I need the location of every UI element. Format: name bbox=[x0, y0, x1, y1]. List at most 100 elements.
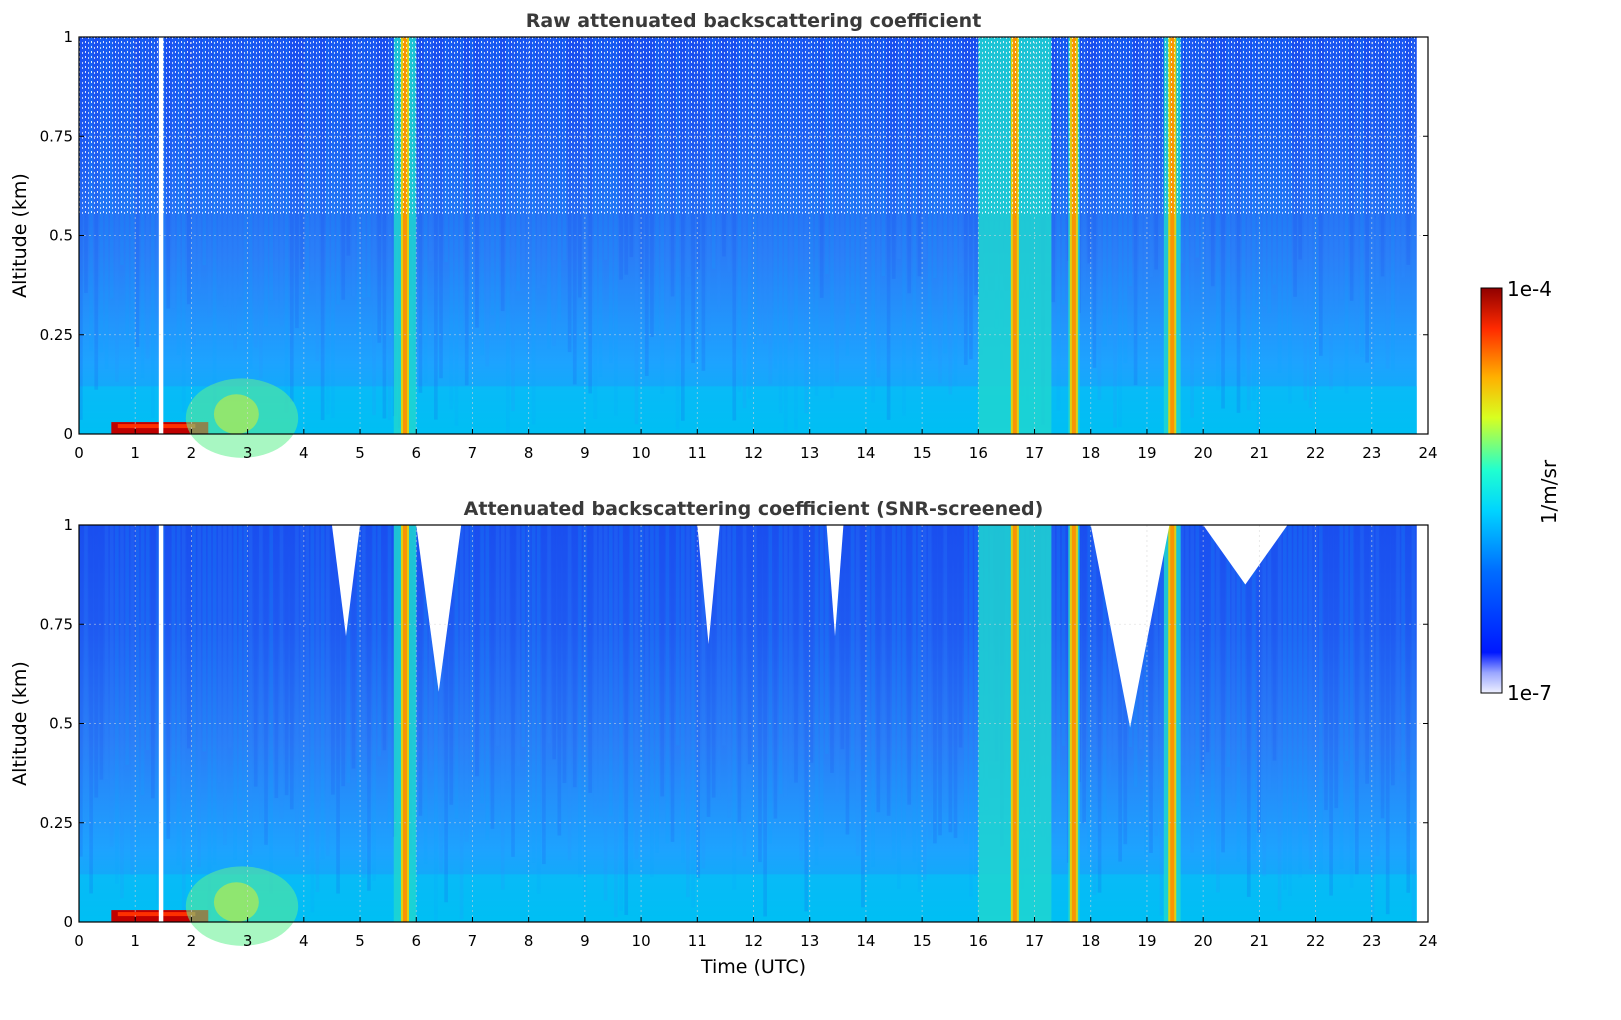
heatmap-column bbox=[778, 525, 783, 795]
heatmap-column bbox=[511, 37, 515, 412]
x-tick-label: 0 bbox=[74, 444, 84, 462]
heatmap-column bbox=[732, 37, 737, 421]
heatmap-column bbox=[886, 37, 891, 420]
heatmap-column bbox=[732, 525, 737, 890]
heatmap-column bbox=[722, 525, 726, 746]
colorbar: 1e-4 1e-7 1/m/sr bbox=[1480, 277, 1561, 705]
heatmap-column bbox=[315, 525, 320, 893]
heatmap-column bbox=[763, 525, 767, 917]
heatmap-column bbox=[1313, 525, 1318, 775]
heatmap-column bbox=[192, 525, 196, 836]
heatmap-column bbox=[680, 525, 685, 863]
heatmap-column bbox=[871, 37, 875, 403]
heatmap-column bbox=[619, 525, 623, 911]
heatmap-column bbox=[94, 525, 99, 798]
heatmap-column bbox=[711, 525, 716, 798]
x-tick-label: 22 bbox=[1306, 932, 1325, 950]
heatmap-column bbox=[1308, 525, 1313, 869]
heatmap-column bbox=[1051, 525, 1056, 834]
heatmap-column bbox=[130, 37, 135, 400]
heatmap-column bbox=[274, 525, 279, 799]
heatmap-column bbox=[783, 37, 788, 432]
heatmap-column bbox=[351, 525, 356, 769]
heatmap-column bbox=[500, 525, 505, 890]
heatmap-column bbox=[1303, 525, 1308, 835]
heatmap-column bbox=[531, 525, 536, 863]
heatmap-column bbox=[151, 37, 155, 418]
heatmap-column bbox=[871, 525, 875, 867]
x-tick-label: 9 bbox=[580, 444, 590, 462]
heatmap-column bbox=[891, 525, 896, 859]
heatmap-column bbox=[933, 525, 937, 844]
x-tick-label: 3 bbox=[243, 932, 253, 950]
heatmap-column bbox=[1200, 525, 1205, 774]
heatmap-column bbox=[629, 525, 634, 871]
heatmap-column bbox=[608, 525, 613, 817]
aerosol-plume-core bbox=[213, 882, 259, 923]
heatmap-column bbox=[212, 525, 217, 865]
x-tick-label: 23 bbox=[1362, 444, 1381, 462]
heatmap-column bbox=[387, 37, 392, 421]
heatmap-column bbox=[1380, 525, 1385, 819]
heatmap-column bbox=[912, 525, 917, 863]
masked-region bbox=[331, 525, 361, 637]
x-tick-label: 19 bbox=[1137, 932, 1156, 950]
heatmap-column bbox=[341, 525, 346, 787]
heatmap-column bbox=[1108, 525, 1112, 781]
x-tick-label: 17 bbox=[1025, 444, 1044, 462]
heatmap-column bbox=[850, 525, 855, 771]
heatmap-column bbox=[454, 37, 459, 426]
heatmap-column bbox=[248, 525, 253, 855]
x-tick-label: 12 bbox=[744, 932, 763, 950]
heatmap-column bbox=[830, 525, 834, 773]
heatmap-column bbox=[794, 37, 798, 430]
heatmap-column bbox=[917, 525, 922, 892]
heatmap-column bbox=[845, 525, 850, 835]
heatmap-column bbox=[197, 525, 201, 867]
heatmap-column bbox=[1344, 525, 1349, 762]
heatmap-column bbox=[305, 525, 310, 855]
heatmap-column bbox=[948, 525, 953, 833]
heatmap-column bbox=[511, 525, 515, 857]
heatmap-column bbox=[259, 525, 263, 821]
x-tick-label: 11 bbox=[688, 444, 707, 462]
heatmap-column bbox=[1185, 525, 1189, 787]
heatmap-column bbox=[269, 525, 274, 894]
y-axis-label: Altitude (km) bbox=[9, 173, 31, 298]
heatmap-column bbox=[804, 525, 809, 912]
heatmap-column bbox=[300, 525, 304, 841]
heatmap-column bbox=[861, 525, 865, 908]
x-tick-label: 7 bbox=[468, 444, 478, 462]
y-tick-label: 0.5 bbox=[49, 715, 73, 733]
heatmap-column bbox=[1349, 525, 1354, 888]
heatmap-column bbox=[423, 525, 428, 865]
y-axis-label: Altitude (km) bbox=[9, 661, 31, 786]
heatmap-column bbox=[547, 525, 551, 744]
heatmap-column bbox=[1236, 525, 1241, 862]
heatmap-column bbox=[542, 525, 546, 865]
masked-region bbox=[826, 525, 844, 637]
x-tick-label: 8 bbox=[524, 932, 534, 950]
x-tick-label: 21 bbox=[1250, 932, 1269, 950]
heatmap-column bbox=[717, 525, 721, 800]
heatmap-column bbox=[650, 525, 654, 878]
heatmap-column bbox=[418, 525, 423, 816]
x-tick-label: 20 bbox=[1194, 444, 1213, 462]
heatmap-column bbox=[773, 525, 778, 819]
heatmap-column bbox=[804, 37, 809, 414]
heatmap-column bbox=[444, 525, 448, 903]
heatmap-column bbox=[428, 525, 433, 772]
heatmap-column bbox=[331, 525, 335, 795]
heatmap-column bbox=[706, 525, 711, 817]
heatmap-column bbox=[1236, 37, 1241, 413]
heatmap-column bbox=[1205, 525, 1210, 753]
x-tick-label: 13 bbox=[800, 444, 819, 462]
heatmap-column bbox=[1267, 525, 1272, 791]
heatmap-boundary-layer bbox=[79, 386, 1417, 434]
heatmap-column bbox=[1097, 37, 1102, 400]
heatmap-column bbox=[1102, 525, 1107, 823]
heatmap-column bbox=[89, 525, 93, 894]
heatmap-column bbox=[387, 525, 392, 829]
heatmap-column bbox=[434, 37, 438, 420]
heatmap-column bbox=[1334, 525, 1339, 809]
